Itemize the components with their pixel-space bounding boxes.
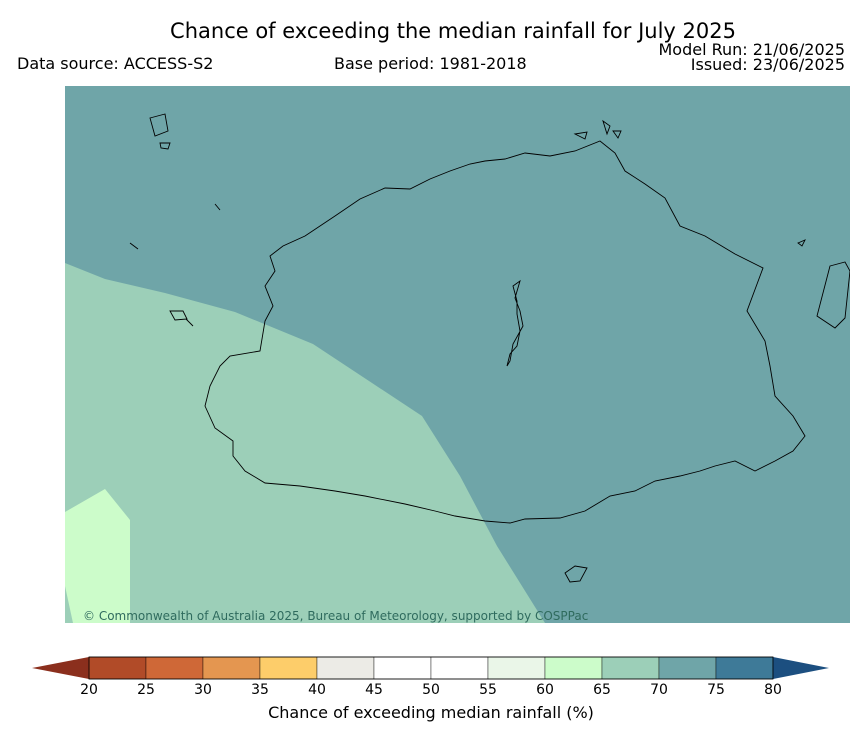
island-outline-inner [506, 279, 524, 367]
islet-outline [169, 310, 188, 321]
colorbar-cell [88, 656, 147, 680]
colorbar-cell [259, 656, 318, 680]
colorbar-tick-label: 60 [536, 682, 554, 698]
copyright-note: © Commonwealth of Australia 2025, Bureau… [83, 609, 588, 623]
chart-title: Chance of exceeding the median rainfall … [170, 19, 736, 43]
islet-outline [159, 142, 171, 150]
colorbar-tick-label: 70 [650, 682, 668, 698]
map-band-65-70 [65, 263, 545, 623]
islet-outline [149, 113, 169, 137]
colorbar-label: Chance of exceeding median rainfall (%) [268, 703, 594, 722]
colorbar-cell [544, 656, 603, 680]
rainfall-map: © Commonwealth of Australia 2025, Bureau… [65, 86, 850, 623]
colorbar-cell [601, 656, 660, 680]
model-run-label: Model Run: 21/06/2025 [658, 40, 846, 59]
colorbar-tick-label: 40 [308, 682, 326, 698]
colorbar-under-arrow [32, 657, 89, 679]
colorbar-tick-label: 65 [593, 682, 611, 698]
colorbar-tick-label: 80 [764, 682, 782, 698]
colorbar-tick-label: 55 [479, 682, 497, 698]
colorbar-cell [715, 656, 774, 680]
colorbar-cells [88, 656, 774, 680]
colorbar-over-arrow [773, 657, 829, 679]
island-outline-main [204, 140, 806, 524]
colorbar-tick-label: 75 [707, 682, 725, 698]
colorbar-cell [430, 656, 489, 680]
map-band-60-65 [65, 489, 130, 623]
colorbar-tick-label: 50 [422, 682, 440, 698]
islet-outline [129, 242, 139, 250]
colorbar-frame [88, 656, 774, 680]
colorbar-tick-label: 35 [251, 682, 269, 698]
islet-outline [797, 239, 806, 247]
colorbar-cell [316, 656, 375, 680]
data-source-label: Data source: ACCESS-S2 [17, 54, 214, 73]
colorbar-cell [145, 656, 204, 680]
colorbar-cell [487, 656, 546, 680]
islet-outline [573, 131, 588, 140]
coastline [129, 113, 850, 583]
islet-outline [214, 203, 221, 211]
colorbar-tick-label: 25 [137, 682, 155, 698]
colorbar-cell [658, 656, 717, 680]
colorbar-tick-label: 45 [365, 682, 383, 698]
colorbar-tick-label: 20 [80, 682, 98, 698]
islet-outline [564, 565, 588, 583]
islet-outline [816, 261, 850, 329]
colorbar [32, 656, 829, 680]
islet-outline [185, 318, 194, 327]
islet-outline [612, 130, 622, 139]
issued-label: Issued: 23/06/2025 [690, 55, 845, 74]
colorbar-cell [373, 656, 432, 680]
colorbar-tick-label: 30 [194, 682, 212, 698]
colorbar-cell [202, 656, 261, 680]
base-period-label: Base period: 1981-2018 [334, 54, 527, 73]
islet-outline [602, 119, 611, 136]
